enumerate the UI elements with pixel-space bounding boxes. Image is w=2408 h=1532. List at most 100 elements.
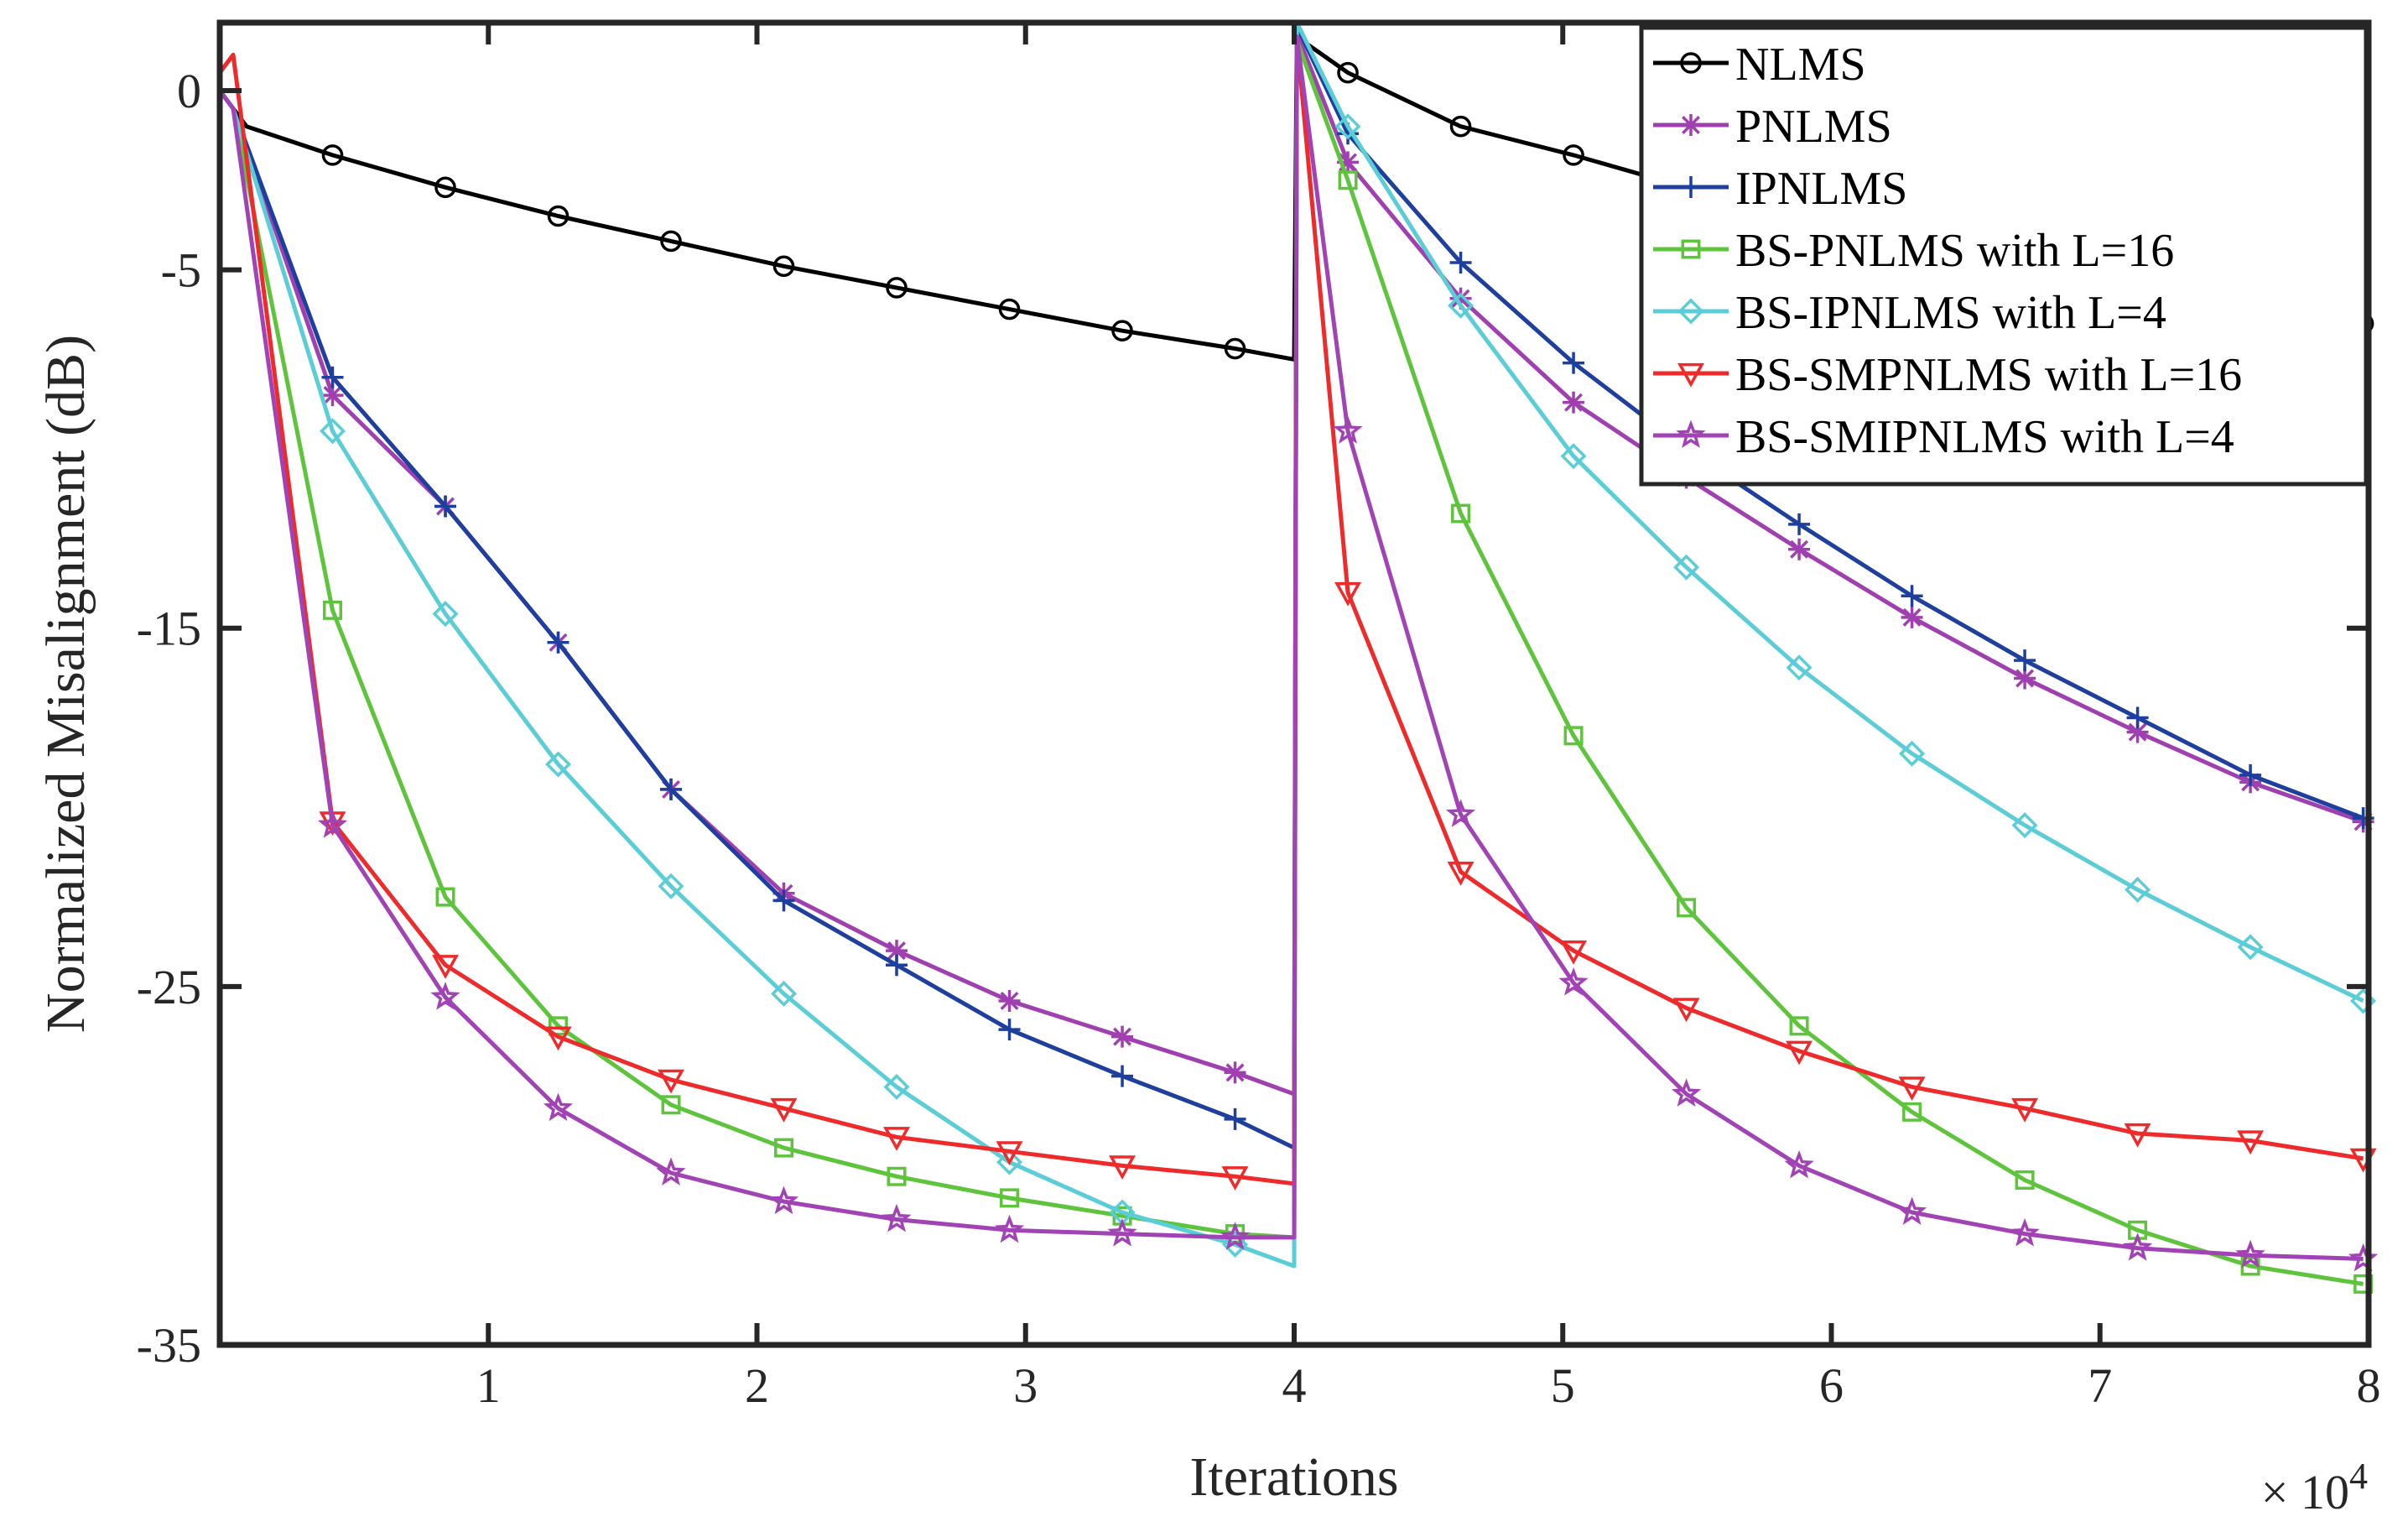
series-point-2 [1788, 513, 1811, 535]
x-axis-multiplier: × 104 [2261, 1456, 2368, 1519]
series-point-3 [774, 1138, 794, 1158]
series-point-5 [1109, 1155, 1136, 1180]
series-point-5 [2237, 1130, 2265, 1155]
series-point-0 [1449, 115, 1472, 138]
series-point-3 [323, 600, 343, 620]
series-point-1 [2126, 721, 2149, 743]
series-point-4 [883, 1073, 910, 1100]
series-point-6 [882, 1203, 912, 1232]
series-point-4 [432, 601, 459, 628]
series-point-2 [998, 1019, 1021, 1041]
series-point-4 [996, 1149, 1023, 1175]
series-point-0 [886, 277, 908, 299]
y-axis-label: Normalized Misalignment (dB) [35, 335, 96, 1033]
series-point-0 [660, 230, 682, 253]
legend-entry-label: BS-IPNLMS with L=4 [1735, 287, 2166, 339]
series-point-5 [1672, 998, 1700, 1023]
series-point-5 [2124, 1123, 2151, 1148]
series-point-0 [998, 298, 1021, 320]
series-point-5 [996, 1141, 1023, 1165]
series-point-3 [1451, 503, 1471, 524]
series-point-5 [770, 1097, 798, 1123]
series-point-4 [1334, 113, 1361, 140]
series-point-3 [549, 1016, 569, 1036]
series-point-3 [1789, 1016, 1809, 1036]
x-tick-label: 7 [2088, 1358, 2112, 1413]
series-point-1 [1901, 606, 1923, 628]
series-point-1 [1224, 1061, 1246, 1084]
series-layer [217, 20, 2379, 1294]
series-point-0 [1111, 320, 1133, 341]
series-point-4 [545, 751, 571, 778]
legend: NLMS PNLMS IPNLMS BS-PNLMS with L=16 BS-IPNL… [1639, 25, 2369, 487]
legend-entry-label: NLMS [1735, 39, 1866, 91]
series-point-2 [660, 778, 683, 800]
series-point-2 [321, 366, 344, 388]
series-point-1 [1449, 287, 1472, 310]
series-point-0 [1224, 337, 1246, 360]
series-point-1 [1788, 538, 1811, 560]
series-point-3 [1000, 1188, 1020, 1208]
series-point-2 [2239, 763, 2262, 786]
series-point-4 [1222, 1231, 1249, 1258]
series-point-2 [1563, 352, 1585, 374]
x-multiplier-exponent: 4 [2349, 1456, 2368, 1497]
series-point-4 [1899, 740, 1926, 767]
series-point-3 [2015, 1170, 2035, 1191]
series-point-3 [887, 1166, 907, 1186]
legend-marker [1680, 52, 1702, 74]
series-point-1 [2014, 667, 2036, 690]
series-point-6 [317, 810, 348, 838]
series-point-2 [1224, 1107, 1246, 1130]
series-point-4 [1448, 292, 1474, 319]
series-point-6 [1558, 967, 1589, 996]
series-point-4 [2125, 877, 2151, 904]
series-point-5 [1334, 581, 1362, 607]
series-point-6 [656, 1157, 686, 1185]
legend-marker [1676, 419, 1706, 448]
series-point-6 [2010, 1218, 2040, 1247]
x-tick-label: 1 [476, 1358, 501, 1413]
legend-marker [1677, 362, 1704, 388]
series-point-0 [434, 176, 456, 199]
series-point-6 [2123, 1232, 2153, 1261]
series-point-5 [883, 1127, 911, 1151]
series-point-2 [434, 495, 457, 518]
series-point-2 [547, 631, 569, 654]
series-point-0 [772, 255, 795, 278]
series-point-0 [547, 205, 569, 227]
series-point-2 [1111, 1065, 1134, 1087]
series-point-6 [430, 982, 460, 1010]
y-tick-label: -35 [137, 1318, 201, 1373]
series-point-2 [886, 954, 908, 977]
series-point-5 [1898, 1076, 1926, 1102]
series-point-4 [2011, 812, 2038, 839]
series-point-6 [1220, 1222, 1251, 1250]
series-point-5 [1786, 1040, 1813, 1066]
legend-marker [1680, 176, 1702, 198]
x-multiplier-prefix: × 10 [2261, 1465, 2349, 1519]
series-point-1 [886, 940, 908, 962]
series-point-6 [1897, 1196, 1927, 1225]
series-point-2 [2014, 649, 2036, 672]
x-tick-label: 5 [1551, 1358, 1575, 1413]
series-point-5 [1221, 1166, 1249, 1191]
series-point-2 [1449, 252, 1472, 274]
x-tick-label: 8 [2357, 1358, 2381, 1413]
legend-marker [1677, 298, 1704, 325]
series-point-2 [1901, 585, 1923, 607]
y-tick-label: 0 [177, 64, 201, 118]
series-point-1 [321, 384, 344, 407]
y-tick-label: -25 [137, 960, 201, 1014]
series-point-1 [1111, 1025, 1134, 1048]
series-point-6 [994, 1214, 1025, 1243]
tick-layer: 1 2 3 4 5 6 7 8 0 -5 -15 -25 -35 [137, 23, 2381, 1413]
series-point-4 [658, 873, 684, 899]
series-point-4 [2237, 934, 2264, 961]
series-point-4 [771, 980, 797, 1007]
series-point-3 [1902, 1102, 1922, 1122]
legend-marker [1681, 239, 1701, 259]
x-tick-label: 3 [1013, 1358, 1038, 1413]
series-point-5 [1560, 940, 1588, 965]
x-tick-label: 6 [1819, 1358, 1844, 1413]
